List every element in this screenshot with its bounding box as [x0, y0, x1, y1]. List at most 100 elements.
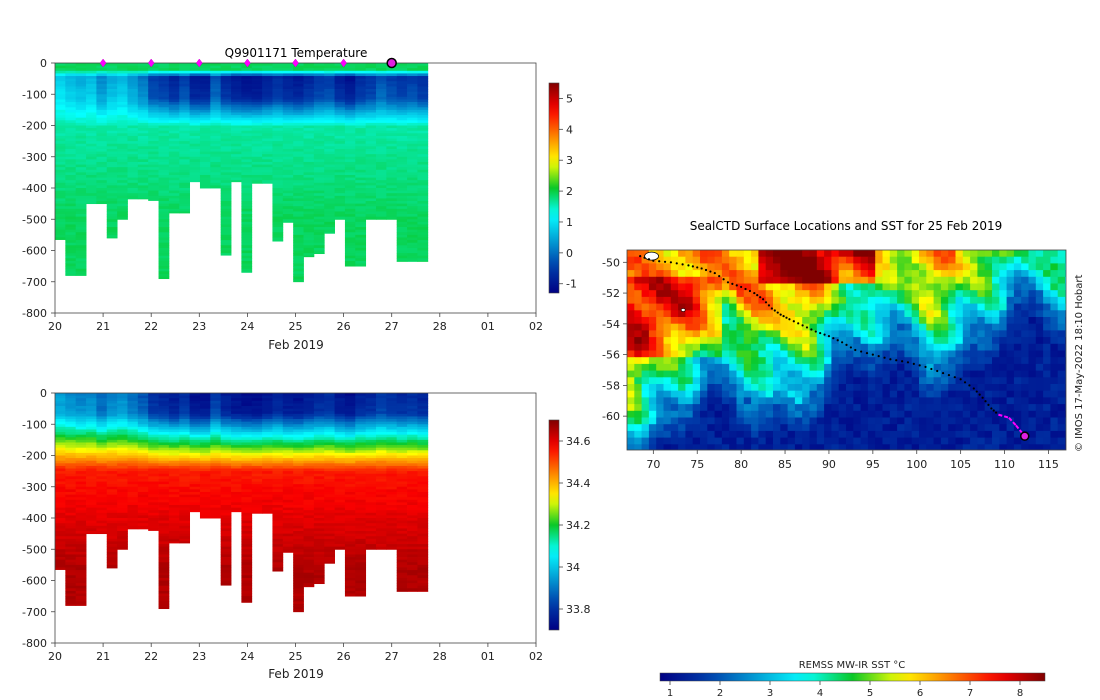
section-cell — [179, 107, 191, 111]
sst-cell — [1021, 250, 1029, 258]
sst-cell — [700, 263, 708, 271]
section-cell — [96, 476, 108, 480]
section-cell — [55, 193, 66, 197]
section-cell — [303, 253, 315, 257]
section-cell — [220, 76, 232, 80]
section-cell — [386, 86, 398, 90]
sst-cell — [919, 256, 927, 264]
section-cell — [168, 403, 180, 407]
section-cell — [106, 211, 118, 215]
section-cell — [324, 494, 335, 498]
sst-cell — [663, 250, 672, 258]
sst-cell — [875, 256, 883, 264]
section-cell — [158, 445, 170, 449]
section-cell — [199, 169, 211, 173]
section-cell — [106, 198, 118, 202]
section-cell — [355, 541, 367, 545]
section-cell — [407, 219, 418, 223]
section-cell — [262, 403, 273, 407]
section-cell — [189, 135, 201, 139]
section-cell — [127, 497, 139, 501]
section-cell — [158, 227, 170, 231]
section-cell — [396, 512, 408, 516]
section-cell — [137, 174, 149, 178]
section-cell — [158, 221, 170, 225]
section-cell — [65, 551, 77, 555]
section-cell — [303, 247, 315, 251]
section-cell — [386, 133, 398, 137]
section-cell — [189, 86, 201, 90]
section-cell — [117, 546, 128, 550]
section-cell — [334, 102, 346, 106]
section-cell — [189, 148, 201, 152]
section-cell — [179, 489, 191, 493]
section-cell — [365, 497, 377, 501]
section-cell — [344, 450, 356, 454]
section-cell — [199, 413, 211, 417]
section-cell — [386, 159, 398, 163]
section-cell — [168, 91, 180, 95]
section-cell — [417, 221, 429, 225]
section-cell — [272, 232, 284, 236]
section-cell — [117, 486, 128, 490]
section-cell — [324, 159, 335, 163]
section-cell — [127, 426, 139, 430]
section-cell — [199, 411, 211, 415]
section-cell — [75, 70, 87, 74]
section-cell — [293, 458, 304, 462]
section-cell — [303, 525, 315, 529]
section-cell — [355, 458, 367, 462]
section-cell — [303, 481, 315, 485]
section-cell — [313, 203, 325, 207]
section-cell — [106, 497, 118, 501]
section-cell — [210, 413, 222, 417]
section-cell — [324, 499, 335, 503]
sst-cell — [758, 263, 767, 271]
section-cell — [251, 504, 263, 508]
section-cell — [303, 531, 315, 535]
section-cell — [344, 70, 356, 74]
section-cell — [75, 463, 87, 467]
section-cell — [365, 533, 377, 537]
section-cell — [189, 478, 201, 482]
section-cell — [148, 156, 159, 160]
section-cell — [262, 63, 273, 66]
section-cell — [117, 393, 128, 396]
section-cell — [303, 143, 315, 147]
section-cell — [65, 240, 77, 244]
section-cell — [251, 128, 263, 132]
section-cell — [334, 206, 346, 210]
section-cell — [179, 460, 191, 464]
section-cell — [324, 138, 335, 142]
x-tick-label: 22 — [144, 650, 158, 663]
section-cell — [365, 216, 377, 220]
section-cell — [386, 76, 398, 80]
section-cell — [407, 437, 418, 441]
section-cell — [220, 89, 232, 93]
section-cell — [417, 151, 429, 155]
section-cell — [272, 107, 284, 111]
section-cell — [355, 538, 367, 542]
section-cell — [158, 219, 170, 223]
section-cell — [55, 465, 66, 469]
section-cell — [272, 216, 284, 220]
section-cell — [96, 442, 108, 446]
section-cell — [365, 195, 377, 199]
sst-cell — [743, 256, 752, 264]
section-cell — [272, 554, 284, 558]
section-cell — [417, 541, 429, 545]
section-cell — [96, 447, 108, 451]
section-cell — [189, 416, 201, 420]
section-cell — [324, 481, 335, 485]
section-cell — [417, 424, 429, 428]
section-cell — [55, 198, 66, 202]
section-cell — [324, 109, 335, 113]
section-cell — [148, 141, 159, 145]
section-cell — [417, 557, 429, 561]
section-cell — [386, 538, 398, 542]
section-cell — [313, 133, 325, 137]
section-cell — [282, 122, 294, 126]
section-cell — [272, 81, 284, 85]
section-cell — [407, 588, 418, 592]
section-cell — [334, 198, 346, 202]
